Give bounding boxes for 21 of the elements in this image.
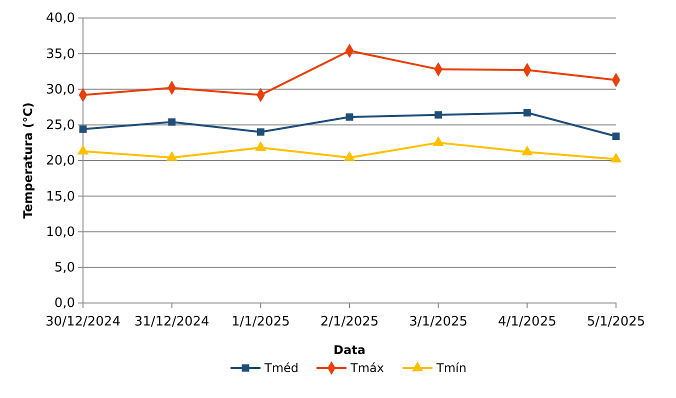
y-tick-label: 0,0 (54, 296, 75, 312)
y-tick-label: 30,0 (46, 82, 75, 98)
y-tick-label: 20,0 (46, 154, 75, 169)
y-tick-label: 35,0 (46, 46, 75, 62)
legend-label: Tmín (436, 361, 466, 375)
x-tick-label: 3/1/2025 (409, 314, 468, 330)
y-tick-label: 40,0 (46, 11, 75, 26)
legend-label: Tmáx (350, 361, 384, 375)
x-tick-label: 1/1/2025 (231, 314, 290, 330)
x-tick-label: 5/1/2025 (586, 314, 646, 330)
legend-label: Tméd (264, 361, 299, 375)
y-axis-title: Temperatura (°C) (21, 102, 35, 219)
y-tick-label: 15,0 (46, 189, 75, 204)
y-tick-label: 10,0 (46, 224, 75, 240)
x-tick-label: 2/1/2025 (320, 314, 379, 330)
x-tick-label: 4/1/2025 (498, 314, 556, 330)
y-tick-label: 25,0 (46, 118, 75, 134)
x-tick-label: 30/12/2024 (46, 314, 120, 330)
x-tick-label: 31/12/2024 (134, 314, 210, 330)
x-axis-title: Data (334, 343, 366, 357)
y-tick-label: 5,0 (54, 260, 75, 276)
